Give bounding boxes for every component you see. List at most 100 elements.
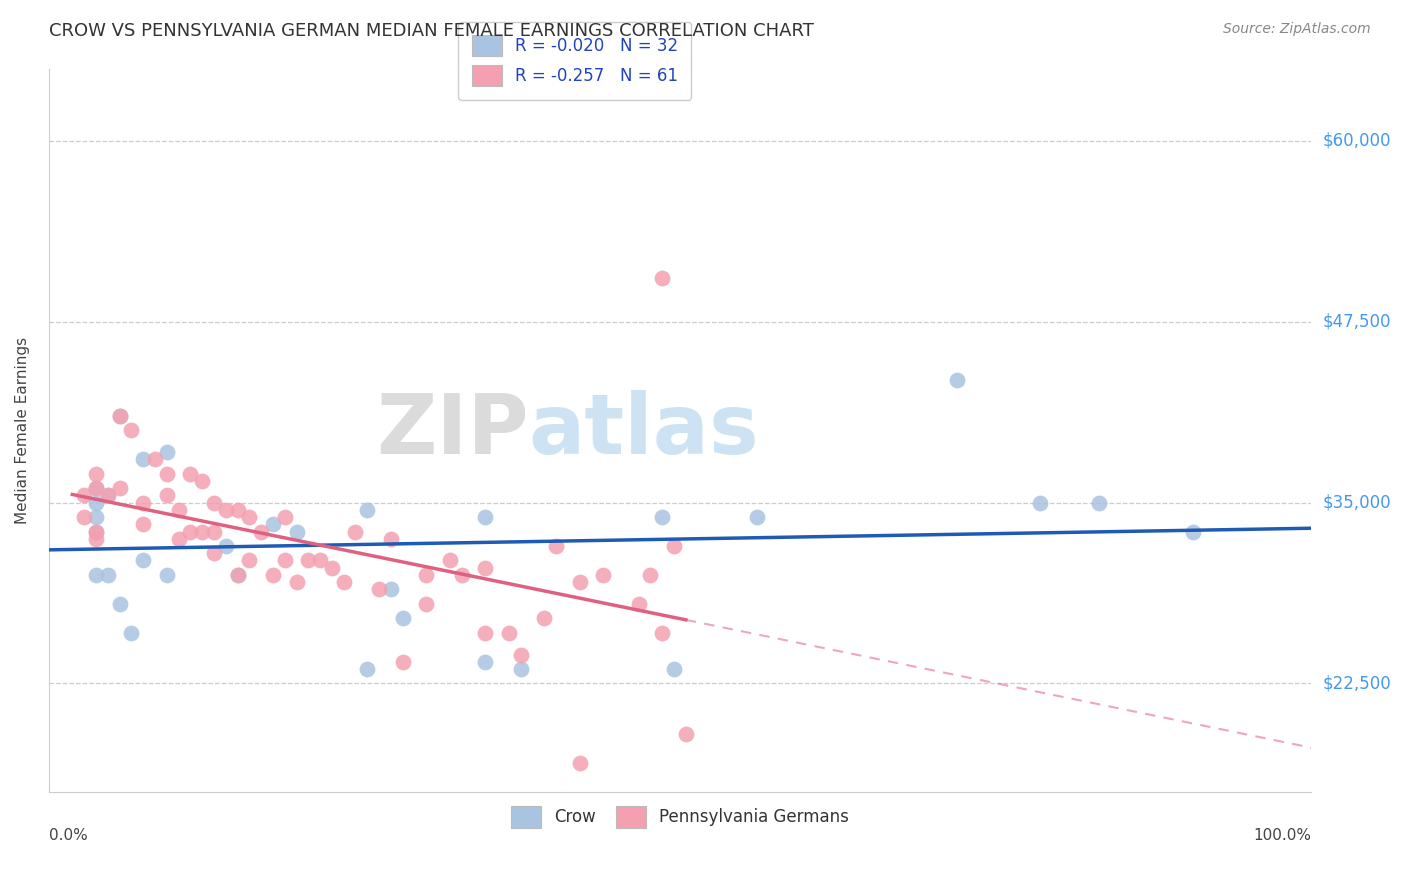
- Point: [215, 539, 238, 553]
- Text: CROW VS PENNSYLVANIA GERMAN MEDIAN FEMALE EARNINGS CORRELATION CHART: CROW VS PENNSYLVANIA GERMAN MEDIAN FEMAL…: [49, 22, 814, 40]
- Point: [167, 503, 190, 517]
- Point: [627, 597, 650, 611]
- Point: [191, 474, 214, 488]
- Point: [1029, 495, 1052, 509]
- Point: [179, 467, 201, 481]
- Point: [380, 582, 402, 597]
- Point: [156, 568, 179, 582]
- Point: [273, 553, 295, 567]
- Text: $22,500: $22,500: [1322, 674, 1391, 692]
- Point: [132, 517, 155, 532]
- Point: [356, 662, 378, 676]
- Point: [544, 539, 567, 553]
- Point: [273, 510, 295, 524]
- Point: [179, 524, 201, 539]
- Point: [651, 510, 673, 524]
- Text: $47,500: $47,500: [1322, 313, 1391, 331]
- Point: [143, 452, 166, 467]
- Point: [238, 510, 260, 524]
- Point: [474, 510, 496, 524]
- Point: [651, 271, 673, 285]
- Point: [474, 560, 496, 574]
- Point: [226, 503, 249, 517]
- Point: [108, 409, 131, 423]
- Point: [368, 582, 391, 597]
- Point: [226, 568, 249, 582]
- Point: [191, 524, 214, 539]
- Point: [84, 495, 107, 509]
- Point: [321, 560, 343, 574]
- Point: [675, 727, 697, 741]
- Point: [84, 568, 107, 582]
- Text: ZIP: ZIP: [375, 390, 529, 471]
- Point: [84, 524, 107, 539]
- Point: [651, 625, 673, 640]
- Point: [84, 524, 107, 539]
- Point: [73, 488, 96, 502]
- Point: [309, 553, 332, 567]
- Point: [344, 524, 367, 539]
- Legend: Crow, Pennsylvania Germans: Crow, Pennsylvania Germans: [505, 799, 856, 834]
- Text: $35,000: $35,000: [1322, 493, 1391, 512]
- Text: $60,000: $60,000: [1322, 132, 1391, 150]
- Point: [262, 568, 284, 582]
- Point: [132, 553, 155, 567]
- Point: [262, 517, 284, 532]
- Point: [226, 568, 249, 582]
- Point: [568, 756, 591, 770]
- Text: atlas: atlas: [529, 390, 759, 471]
- Point: [84, 481, 107, 495]
- Point: [84, 510, 107, 524]
- Point: [285, 524, 308, 539]
- Point: [1087, 495, 1109, 509]
- Point: [509, 648, 531, 662]
- Point: [156, 445, 179, 459]
- Point: [250, 524, 273, 539]
- Point: [108, 597, 131, 611]
- Point: [415, 568, 437, 582]
- Point: [132, 495, 155, 509]
- Point: [120, 423, 142, 437]
- Point: [97, 488, 120, 502]
- Point: [450, 568, 472, 582]
- Text: Source: ZipAtlas.com: Source: ZipAtlas.com: [1223, 22, 1371, 37]
- Point: [156, 467, 179, 481]
- Point: [745, 510, 768, 524]
- Point: [297, 553, 319, 567]
- Point: [202, 546, 225, 560]
- Point: [662, 662, 685, 676]
- Point: [380, 532, 402, 546]
- Point: [946, 373, 969, 387]
- Point: [391, 655, 413, 669]
- Point: [1182, 524, 1205, 539]
- Point: [97, 568, 120, 582]
- Point: [474, 625, 496, 640]
- Point: [332, 575, 354, 590]
- Point: [132, 452, 155, 467]
- Text: 0.0%: 0.0%: [49, 828, 87, 843]
- Point: [439, 553, 461, 567]
- Point: [84, 481, 107, 495]
- Point: [640, 568, 662, 582]
- Point: [156, 488, 179, 502]
- Point: [592, 568, 614, 582]
- Point: [474, 655, 496, 669]
- Point: [509, 662, 531, 676]
- Point: [568, 575, 591, 590]
- Point: [415, 597, 437, 611]
- Point: [215, 503, 238, 517]
- Point: [84, 467, 107, 481]
- Point: [238, 553, 260, 567]
- Point: [167, 532, 190, 546]
- Point: [356, 503, 378, 517]
- Point: [391, 611, 413, 625]
- Point: [108, 481, 131, 495]
- Point: [202, 495, 225, 509]
- Point: [84, 532, 107, 546]
- Point: [97, 488, 120, 502]
- Point: [498, 625, 520, 640]
- Point: [73, 510, 96, 524]
- Y-axis label: Median Female Earnings: Median Female Earnings: [15, 336, 30, 524]
- Point: [120, 625, 142, 640]
- Point: [108, 409, 131, 423]
